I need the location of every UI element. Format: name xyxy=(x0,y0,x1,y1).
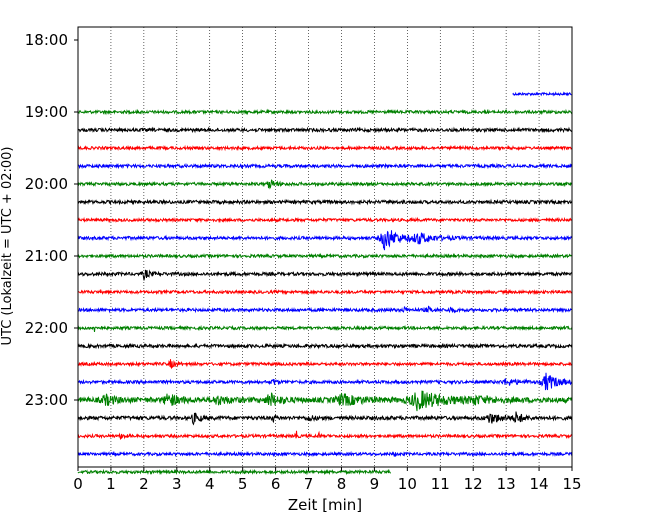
x-tick-label: 6 xyxy=(271,475,281,493)
y-axis-ticks: 18:00 19:00 20:00 21:00 22:00 23:00 xyxy=(25,31,78,409)
y-tick-label: 21:00 xyxy=(25,247,68,265)
trace-2245 xyxy=(77,372,573,391)
trace-2000 xyxy=(77,179,573,190)
trace-2015 xyxy=(77,198,573,206)
y-tick-label: 19:00 xyxy=(25,103,68,121)
trace-2345 xyxy=(77,450,573,458)
trace-1930 xyxy=(77,144,573,152)
x-axis-ticks: 0 1 2 3 4 5 6 7 8 9 10 11 12 13 14 15 xyxy=(73,467,582,493)
trace-2200 xyxy=(77,324,573,332)
seismic-traces xyxy=(77,91,573,476)
y-tick-label: 23:00 xyxy=(25,391,68,409)
y-tick-label: 22:00 xyxy=(25,319,68,337)
x-tick-label: 4 xyxy=(205,475,215,493)
x-tick-label: 3 xyxy=(172,475,182,493)
trace-1845 xyxy=(512,91,572,97)
trace-2330 xyxy=(77,430,573,441)
trace-2215 xyxy=(77,342,573,350)
y-tick-label: 20:00 xyxy=(25,175,68,193)
x-tick-label: 13 xyxy=(497,475,516,493)
trace-2130 xyxy=(77,288,573,296)
y-tick-label: 18:00 xyxy=(25,31,68,49)
trace-2115 xyxy=(77,269,573,281)
x-axis-label: Zeit [min] xyxy=(288,496,362,514)
x-tick-label: 10 xyxy=(398,475,417,493)
x-tick-label: 14 xyxy=(530,475,549,493)
trace-1945 xyxy=(77,162,573,170)
x-tick-label: 15 xyxy=(562,475,581,493)
x-tick-label: 0 xyxy=(73,475,83,493)
trace-1915 xyxy=(77,126,573,134)
x-tick-label: 12 xyxy=(464,475,483,493)
x-tick-label: 5 xyxy=(238,475,248,493)
y-axis-label: UTC (Lokalzeit = UTC + 02:00) xyxy=(0,147,15,346)
trace-2100 xyxy=(77,252,573,260)
trace-2230 xyxy=(77,359,573,370)
trace-2315 xyxy=(77,411,573,426)
x-tick-label: 11 xyxy=(431,475,450,493)
trace-2045 xyxy=(77,230,573,251)
trace-0000 xyxy=(77,468,391,476)
x-tick-label: 2 xyxy=(139,475,149,493)
x-tick-label: 7 xyxy=(304,475,314,493)
trace-2030 xyxy=(77,216,573,224)
trace-2145 xyxy=(77,305,573,314)
trace-2300 xyxy=(77,390,573,412)
x-tick-label: 1 xyxy=(106,475,116,493)
trace-1900 xyxy=(77,108,573,116)
x-tick-label: 9 xyxy=(370,475,380,493)
x-tick-label: 8 xyxy=(337,475,347,493)
plot-frame xyxy=(77,26,573,468)
